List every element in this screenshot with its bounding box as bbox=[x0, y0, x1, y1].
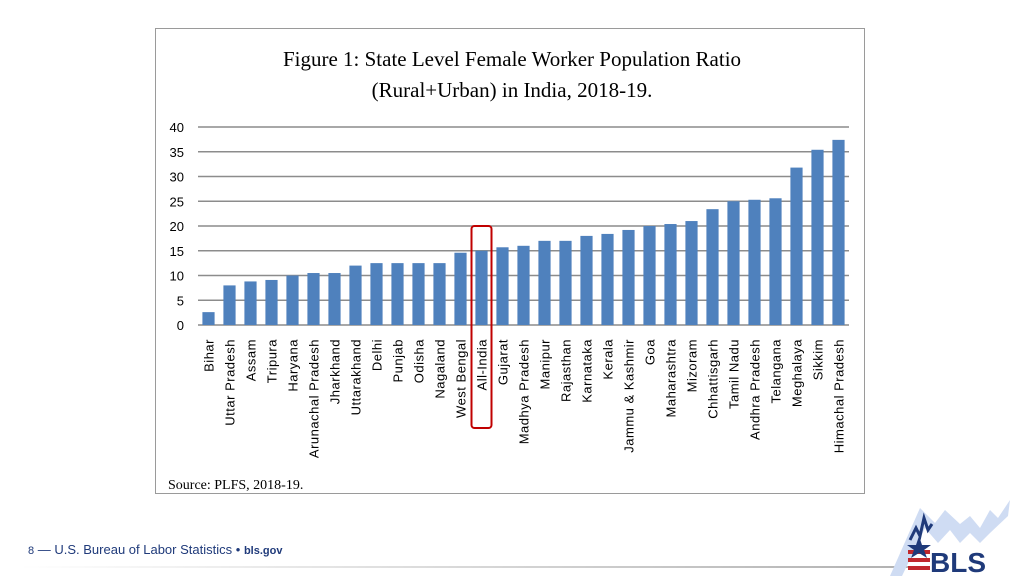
x-category-label: Bihar bbox=[202, 339, 217, 372]
x-category-label: Delhi bbox=[370, 339, 385, 371]
x-category-label: Tamil Nadu bbox=[727, 339, 742, 409]
bar-andhra-pradesh bbox=[748, 199, 761, 325]
chart-frame: Figure 1: State Level Female Worker Popu… bbox=[155, 28, 865, 494]
bar-haryana bbox=[286, 275, 299, 325]
x-category-label: Chhattisgarh bbox=[706, 339, 721, 419]
bar-maharashtra bbox=[664, 224, 677, 325]
x-category-label: Himachal Pradesh bbox=[832, 339, 847, 453]
bar-tripura bbox=[265, 279, 278, 325]
bar-jammu-kashmir bbox=[622, 229, 635, 325]
y-tick-label: 30 bbox=[170, 170, 184, 185]
bar-karnataka bbox=[580, 235, 593, 325]
x-category-label: Goa bbox=[643, 339, 658, 365]
y-tick-label: 20 bbox=[170, 219, 184, 234]
bar-tamil-nadu bbox=[727, 201, 740, 325]
bar-madhya-pradesh bbox=[517, 245, 530, 325]
bar-kerala bbox=[601, 233, 614, 325]
x-category-label: Karnataka bbox=[580, 339, 595, 403]
bar-arunachal-pradesh bbox=[307, 273, 320, 325]
x-category-label: Mizoram bbox=[685, 339, 700, 392]
x-category-label: Telangana bbox=[769, 339, 784, 404]
y-tick-label: 35 bbox=[170, 145, 184, 160]
x-category-label: Jammu & Kashmir bbox=[622, 339, 637, 453]
bar-uttarakhand bbox=[349, 265, 362, 325]
y-tick-label: 0 bbox=[177, 318, 184, 333]
chart-title-line-2: (Rural+Urban) in India, 2018-19. bbox=[372, 78, 653, 102]
bar-himachal-pradesh bbox=[832, 139, 845, 325]
footer: 8 — U.S. Bureau of Labor Statistics • bl… bbox=[28, 542, 282, 557]
bar-meghalaya bbox=[790, 167, 803, 325]
x-category-label: Rajasthan bbox=[559, 339, 574, 402]
bar-sikkim bbox=[811, 149, 824, 325]
x-category-label: Assam bbox=[244, 339, 259, 381]
logo-text: BLS bbox=[930, 547, 986, 576]
logo-swoosh bbox=[890, 500, 1010, 576]
x-category-label: Haryana bbox=[286, 339, 301, 392]
chart-title-line-1: Figure 1: State Level Female Worker Popu… bbox=[283, 47, 741, 71]
bar-nagaland bbox=[433, 263, 446, 325]
x-category-label: Odisha bbox=[412, 339, 427, 383]
y-tick-label: 10 bbox=[170, 269, 184, 284]
all-india-highlight-box bbox=[470, 225, 493, 429]
x-category-label: Gujarat bbox=[496, 339, 511, 385]
x-category-label: West Bengal bbox=[454, 339, 469, 418]
x-category-label: Madhya Pradesh bbox=[517, 339, 532, 444]
bar-punjab bbox=[391, 263, 404, 325]
bar-gujarat bbox=[496, 247, 509, 325]
star-icon bbox=[907, 536, 931, 558]
footer-divider bbox=[20, 566, 920, 568]
bar-delhi bbox=[370, 263, 383, 325]
y-tick-label: 5 bbox=[177, 293, 184, 308]
bar-chart: Figure 1: State Level Female Worker Popu… bbox=[168, 47, 849, 493]
bar-telangana bbox=[769, 198, 782, 325]
x-category-label: Kerala bbox=[601, 339, 616, 380]
bls-logo: BLS bbox=[890, 500, 1010, 576]
bar-jharkhand bbox=[328, 273, 341, 325]
x-category-label: All-India bbox=[475, 339, 490, 391]
bar-goa bbox=[643, 226, 656, 325]
x-category-label: Maharashtra bbox=[664, 339, 679, 418]
bar-rajasthan bbox=[559, 240, 572, 325]
bar-odisha bbox=[412, 263, 425, 325]
bar-manipur bbox=[538, 240, 551, 325]
bar-mizoram bbox=[685, 221, 698, 325]
bar-chhattisgarh bbox=[706, 209, 719, 325]
x-category-label: Arunachal Pradesh bbox=[307, 339, 322, 458]
bar-uttar-pradesh bbox=[223, 285, 236, 325]
x-category-label: Meghalaya bbox=[790, 339, 805, 407]
source-note: Source: PLFS, 2018-19. bbox=[168, 478, 303, 493]
y-tick-label: 40 bbox=[170, 120, 184, 135]
x-category-label: Uttar Pradesh bbox=[223, 339, 238, 426]
footer-separator: • bbox=[235, 542, 241, 557]
x-category-label: Andhra Pradesh bbox=[748, 339, 763, 440]
x-category-label: Jharkhand bbox=[328, 339, 343, 404]
x-category-label: Punjab bbox=[391, 339, 406, 382]
x-category-label: Nagaland bbox=[433, 339, 448, 399]
bar-bihar bbox=[202, 312, 215, 325]
y-tick-label: 15 bbox=[170, 244, 184, 259]
x-category-label: Uttarakhand bbox=[349, 339, 364, 415]
bar-west-bengal bbox=[454, 252, 467, 325]
bar-assam bbox=[244, 281, 257, 325]
footer-site-link[interactable]: bls.gov bbox=[243, 545, 283, 557]
footer-org: — U.S. Bureau of Labor Statistics bbox=[37, 542, 233, 557]
x-category-label: Manipur bbox=[538, 339, 553, 390]
x-category-label: Tripura bbox=[265, 339, 280, 383]
y-tick-label: 25 bbox=[170, 194, 184, 209]
x-category-label: Sikkim bbox=[811, 339, 826, 380]
bar-all-india bbox=[475, 250, 488, 325]
page-number: 8 bbox=[28, 545, 35, 557]
